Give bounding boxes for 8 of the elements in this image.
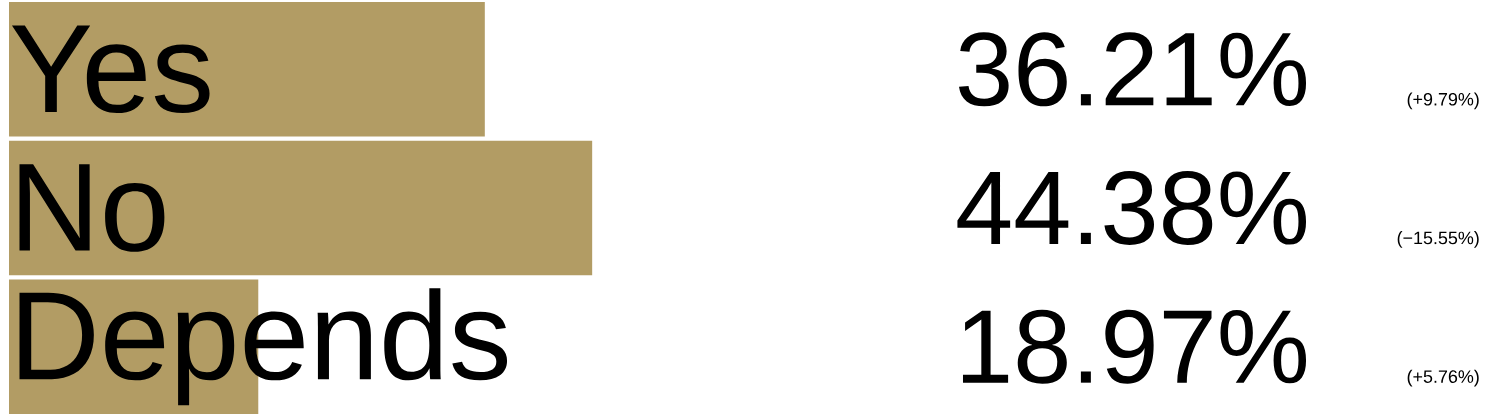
y-tick-label: No [19,164,165,252]
data-label: 18.97% [962,309,1307,384]
text: (−15.55%) [1397,231,1479,248]
text: (+5.76%) [1407,369,1479,387]
data-label: 44.38% [957,170,1307,246]
y-tick-label: Yes [11,25,210,114]
text: (+9.79%) [1407,92,1479,110]
data-label: 36.21% [959,32,1307,107]
